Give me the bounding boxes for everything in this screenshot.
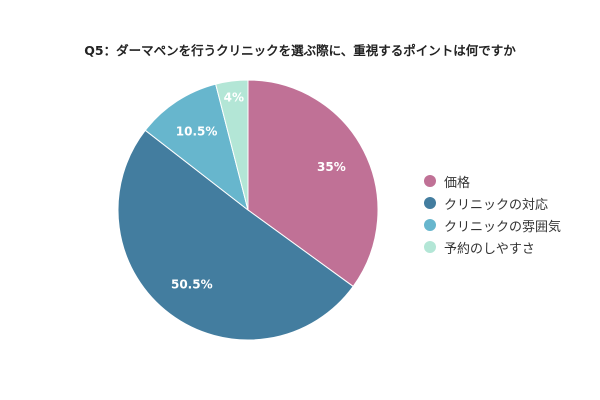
legend-swatch bbox=[424, 219, 436, 231]
chart-title: Q5：ダーマペンを行うクリニックを選ぶ際に、重視するポイントは何ですか bbox=[84, 43, 516, 58]
pie-slice-2 bbox=[117, 129, 354, 341]
legend-label: クリニックの対応 bbox=[444, 197, 549, 213]
legend-label: 予約のしやすさ bbox=[444, 241, 535, 257]
legend-item-3: クリニックの雰囲気 bbox=[424, 214, 561, 236]
legend-item-4: 予約のしやすさ bbox=[424, 236, 561, 258]
data-label-4: 4% bbox=[224, 90, 244, 104]
pie-slice-4 bbox=[215, 79, 249, 211]
legend-item-1: 価格 bbox=[424, 170, 561, 192]
legend-swatch bbox=[424, 241, 436, 253]
data-label-2: 50.5% bbox=[171, 277, 213, 291]
pie-slice-3 bbox=[144, 83, 249, 212]
legend-swatch bbox=[424, 175, 436, 187]
pie-slice-1 bbox=[247, 79, 379, 288]
data-label-1: 35% bbox=[317, 160, 346, 174]
data-label-3: 10.5% bbox=[176, 124, 218, 138]
legend: 価格クリニックの対応 クリニックの雰囲気 予約のしやすさ bbox=[424, 170, 561, 258]
legend-item-2: クリニックの対応 bbox=[424, 192, 561, 214]
legend-swatch bbox=[424, 197, 436, 209]
legend-label: クリニックの雰囲気 bbox=[444, 219, 562, 235]
legend-label: 価格 bbox=[444, 175, 471, 191]
